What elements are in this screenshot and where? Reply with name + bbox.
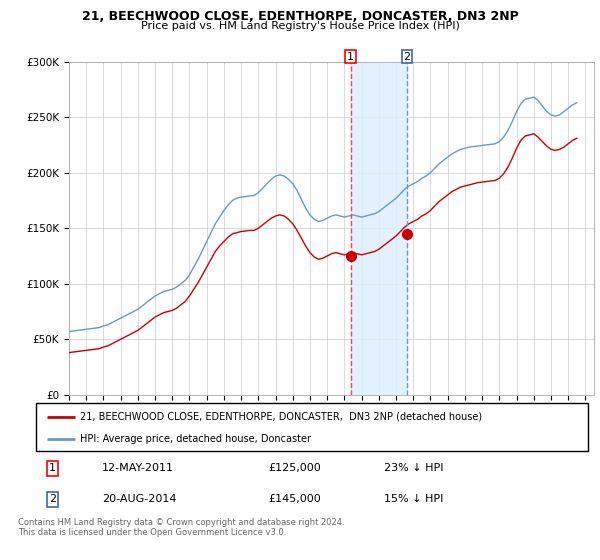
Text: 20-AUG-2014: 20-AUG-2014 (102, 494, 177, 505)
Text: HPI: Average price, detached house, Doncaster: HPI: Average price, detached house, Donc… (80, 434, 311, 444)
Text: Price paid vs. HM Land Registry's House Price Index (HPI): Price paid vs. HM Land Registry's House … (140, 21, 460, 31)
FancyBboxPatch shape (36, 403, 588, 451)
Text: 23% ↓ HPI: 23% ↓ HPI (384, 463, 443, 473)
Text: 15% ↓ HPI: 15% ↓ HPI (384, 494, 443, 505)
Text: 21, BEECHWOOD CLOSE, EDENTHORPE, DONCASTER,  DN3 2NP (detached house): 21, BEECHWOOD CLOSE, EDENTHORPE, DONCAST… (80, 412, 482, 422)
Text: £145,000: £145,000 (268, 494, 320, 505)
Text: 21, BEECHWOOD CLOSE, EDENTHORPE, DONCASTER, DN3 2NP: 21, BEECHWOOD CLOSE, EDENTHORPE, DONCAST… (82, 10, 518, 23)
Text: 2: 2 (404, 52, 410, 62)
Text: 2: 2 (49, 494, 56, 505)
Bar (350, 62, 407, 395)
Text: Contains HM Land Registry data © Crown copyright and database right 2024.
This d: Contains HM Land Registry data © Crown c… (18, 518, 344, 538)
Text: 1: 1 (347, 52, 354, 62)
Text: 12-MAY-2011: 12-MAY-2011 (102, 463, 174, 473)
Text: £125,000: £125,000 (268, 463, 320, 473)
Text: 1: 1 (49, 463, 56, 473)
